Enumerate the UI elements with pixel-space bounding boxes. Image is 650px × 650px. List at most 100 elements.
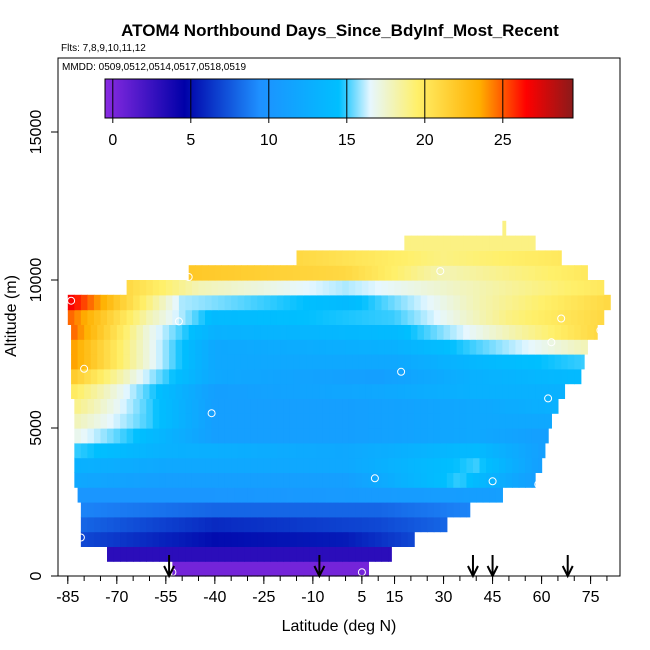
heatmap-cell [254, 487, 262, 503]
heatmap-cell [165, 428, 173, 444]
heatmap-cell [237, 546, 245, 562]
heatmap-cell [289, 398, 298, 414]
heatmap-cell [348, 428, 356, 444]
heatmap-cell [303, 457, 311, 473]
heatmap-cell [303, 502, 311, 518]
heatmap-cell [339, 265, 347, 281]
heatmap-cell [107, 457, 115, 473]
heatmap-cell [361, 516, 369, 533]
heatmap-cell [538, 442, 546, 459]
heatmap-cell [495, 354, 503, 370]
heatmap-cell [107, 294, 115, 311]
heatmap-cell [329, 294, 337, 311]
heatmap-cell [198, 472, 206, 488]
heatmap-cell [178, 546, 187, 562]
heatmap-cell [113, 546, 121, 562]
heatmap-cell [93, 294, 102, 311]
heatmap-cell [423, 487, 432, 503]
heatmap-cell [67, 309, 75, 325]
heatmap-cell [472, 294, 481, 311]
heatmap-cell [227, 265, 236, 281]
heatmap-cell [325, 265, 334, 281]
heatmap-cell [74, 472, 82, 488]
heatmap-cell [325, 339, 334, 355]
heatmap-cell [205, 531, 213, 547]
heatmap-cell [463, 383, 471, 399]
heatmap-cell [407, 442, 415, 459]
heatmap-cell [159, 531, 167, 547]
heatmap-cell [312, 265, 320, 281]
heatmap-cell [567, 324, 575, 340]
heatmap-cell [185, 309, 193, 325]
heatmap-cell [518, 442, 526, 459]
heatmap-cell [263, 398, 271, 414]
heatmap-cell [244, 531, 252, 547]
heatmap-cell [505, 428, 513, 444]
heatmap-cell [567, 354, 575, 370]
heatmap-cell [172, 428, 180, 444]
heatmap-cell [427, 309, 435, 325]
heatmap-cell [211, 309, 219, 325]
heatmap-cell [237, 516, 245, 533]
heatmap-cell [133, 413, 141, 429]
heatmap-cell [580, 354, 585, 370]
heatmap-cell [453, 309, 461, 325]
heatmap-cell [489, 324, 497, 340]
heatmap-cell [348, 250, 356, 266]
heatmap-cell [123, 354, 131, 370]
heatmap-cell [296, 516, 304, 533]
colorbar [104, 78, 574, 119]
heatmap-cell [113, 516, 121, 533]
heatmap-cell [276, 280, 285, 296]
heatmap-cell [355, 502, 363, 518]
heatmap-cell [476, 265, 484, 281]
heatmap-cell [476, 368, 484, 385]
heatmap-cell [195, 487, 203, 503]
heatmap-cell [414, 250, 422, 266]
heatmap-cell [394, 294, 402, 311]
heatmap-cell [237, 294, 245, 311]
heatmap-cell [267, 265, 275, 281]
heatmap-cell [87, 457, 95, 473]
heatmap-cell [103, 487, 111, 503]
heatmap-cell [401, 442, 409, 459]
heatmap-cell [495, 339, 503, 355]
heatmap-cell [146, 516, 154, 533]
heatmap-cell [178, 531, 187, 547]
heatmap-cell [486, 309, 494, 325]
heatmap-cell [90, 339, 98, 355]
heatmap-cell [309, 398, 317, 414]
heatmap-cell [191, 413, 200, 429]
heatmap-cell [456, 487, 464, 503]
heatmap-cell [172, 531, 180, 547]
heatmap-cell [309, 250, 317, 266]
heatmap-cell [159, 442, 167, 459]
heatmap-cell [486, 250, 494, 266]
heatmap-cell [286, 383, 294, 399]
heatmap-cell [397, 383, 405, 399]
heatmap-cell [182, 339, 190, 355]
heatmap-cell [303, 398, 311, 414]
heatmap-cell [401, 309, 409, 325]
heatmap-cell [521, 324, 530, 340]
heatmap-cell [172, 457, 180, 473]
heatmap-cell [456, 324, 464, 340]
heatmap-cell [348, 442, 356, 459]
heatmap-cell [404, 368, 412, 385]
heatmap-cell [110, 383, 118, 399]
heatmap-cell [273, 324, 281, 340]
heatmap-cell [499, 398, 507, 414]
heatmap-cell [355, 457, 363, 473]
heatmap-cell [440, 428, 448, 444]
heatmap-cell [80, 413, 88, 429]
heatmap-cell [407, 516, 415, 533]
heatmap-cell [77, 339, 85, 355]
heatmap-cell [361, 531, 369, 547]
heatmap-cell [286, 265, 294, 281]
heatmap-cell [505, 309, 513, 325]
heatmap-cell [116, 368, 124, 385]
heatmap-cell [296, 561, 304, 577]
y-axis-label: Altitude (m) [3, 275, 20, 357]
heatmap-cell [221, 487, 229, 503]
heatmap-cell [146, 398, 154, 414]
